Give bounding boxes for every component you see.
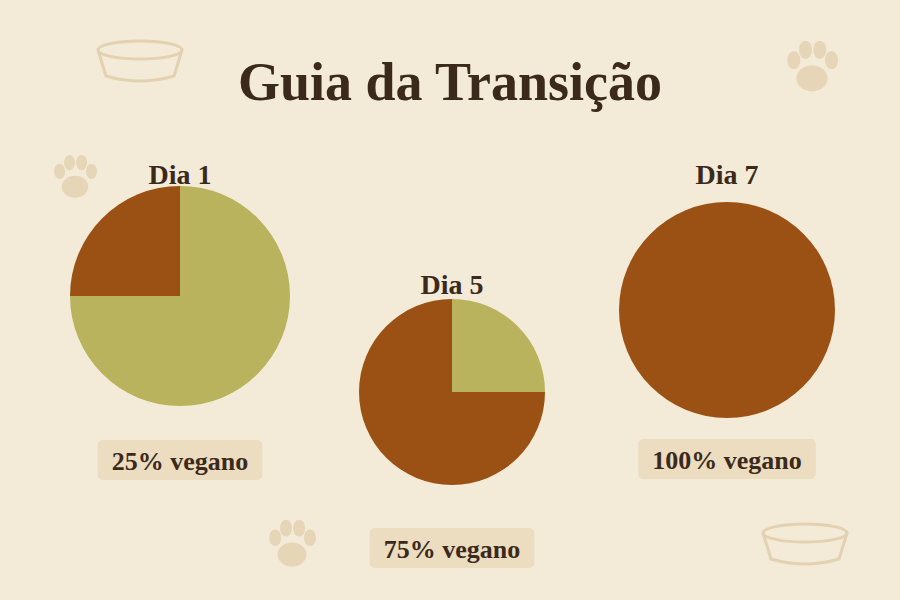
paw-toe	[269, 529, 281, 546]
paw-toe	[787, 51, 800, 69]
pie-slice	[619, 202, 835, 418]
background	[0, 0, 900, 600]
title: Guia da Transição	[238, 52, 662, 112]
bowl-body	[98, 50, 182, 81]
paw-pad	[62, 176, 88, 198]
data-label: 75% vegano	[384, 535, 521, 564]
bowl-rim	[763, 524, 847, 542]
bowl	[98, 41, 182, 81]
pie-chart: Dia 1 25% vegano	[70, 159, 290, 480]
paw-toe	[825, 51, 838, 69]
paw-print	[54, 155, 97, 198]
pie-chart: Dia 5 75% vegano	[359, 269, 545, 568]
bowl	[763, 524, 847, 564]
canvas: Guia da Transição Dia 1 25% vegano Dia 5 75%…	[0, 0, 900, 600]
paw-toe	[799, 41, 812, 59]
data-label: 25% vegano	[112, 447, 249, 476]
paw-toe	[54, 164, 65, 179]
pie-slice	[70, 186, 180, 296]
label-box	[638, 439, 816, 479]
label-box	[98, 440, 263, 480]
paw-print	[787, 41, 838, 92]
paw-toe	[304, 529, 316, 546]
paw-toe	[813, 41, 826, 59]
pie-chart: Dia 7 100% vegano	[619, 159, 835, 479]
bowl-rim	[98, 41, 182, 59]
pie-slice	[452, 299, 545, 392]
label-box	[370, 528, 535, 568]
paw-toe	[86, 164, 97, 179]
pie-title: Dia 5	[421, 269, 484, 300]
bowl-body	[763, 533, 847, 564]
decorations	[54, 41, 838, 567]
pie-title: Dia 1	[149, 159, 212, 190]
paw-toe	[280, 520, 292, 537]
paw-print	[269, 520, 316, 567]
paw-toe	[64, 155, 75, 170]
paw-pad	[796, 65, 827, 91]
pie-title: Dia 7	[696, 159, 759, 190]
pie-slice	[70, 186, 290, 406]
paw-toe	[293, 520, 305, 537]
paw-pad	[278, 543, 307, 567]
data-label: 100% vegano	[652, 446, 802, 475]
paw-toe	[76, 155, 87, 170]
pie-slice	[359, 299, 545, 485]
